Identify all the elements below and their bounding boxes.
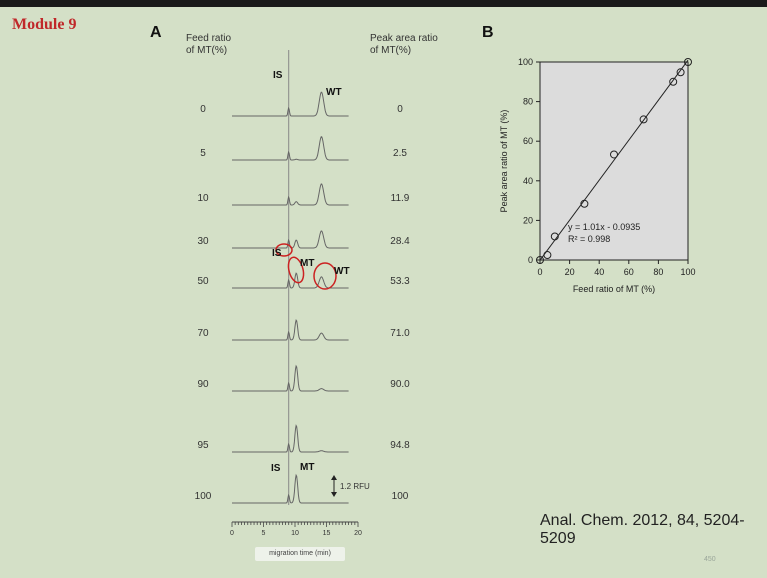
y-axis-label: Peak area ratio of MT (%) bbox=[499, 110, 509, 213]
peak-area-value: 90.0 bbox=[390, 379, 410, 390]
x-tick-label: 40 bbox=[594, 267, 604, 277]
time-tick-label: 0 bbox=[230, 530, 234, 537]
top-bar bbox=[0, 0, 767, 7]
feed-ratio-value: 10 bbox=[197, 193, 209, 204]
time-tick-label: 15 bbox=[322, 530, 331, 537]
page-number: 450 bbox=[704, 556, 716, 563]
mt-label-bottom: MT bbox=[300, 462, 315, 473]
x-tick-label: 100 bbox=[680, 267, 695, 277]
rfu-arrow-up bbox=[331, 475, 337, 480]
y-tick-label: 100 bbox=[518, 57, 533, 67]
data-point bbox=[550, 232, 559, 241]
rfu-arrow-down bbox=[331, 492, 337, 497]
feed-ratio-value: 0 bbox=[200, 104, 206, 115]
feed-ratio-header: Feed ratio of MT(%) bbox=[186, 33, 231, 57]
peak-area-header: Peak area ratio of MT(%) bbox=[370, 33, 438, 57]
time-tick-label: 10 bbox=[291, 530, 299, 537]
peak-area-header-line2: of MT(%) bbox=[370, 45, 412, 56]
time-tick-label: 5 bbox=[261, 530, 266, 537]
feed-ratio-header-line2: of MT(%) bbox=[186, 45, 228, 56]
x-tick-label: 0 bbox=[537, 267, 542, 277]
peak-area-value: 11.9 bbox=[390, 193, 410, 204]
feed-ratio-value: 100 bbox=[194, 491, 212, 502]
peak-area-value: 28.4 bbox=[390, 236, 410, 247]
y-tick-label: 0 bbox=[528, 255, 533, 265]
y-tick-label: 60 bbox=[523, 136, 533, 146]
feed-ratio-value: 95 bbox=[197, 440, 209, 451]
electropherogram-trace bbox=[232, 319, 349, 341]
electropherogram-trace bbox=[232, 230, 349, 249]
feed-ratio-value: 90 bbox=[197, 379, 209, 390]
x-tick-label: 60 bbox=[624, 267, 634, 277]
data-point bbox=[669, 77, 678, 86]
feed-ratio-value: 5 bbox=[200, 148, 206, 159]
data-point bbox=[639, 115, 648, 124]
peak-area-header-line1: Peak area ratio bbox=[370, 33, 438, 44]
data-point bbox=[543, 251, 552, 260]
time-tick-label: 20 bbox=[354, 530, 362, 537]
migration-time-label: migration time (min) bbox=[255, 547, 345, 561]
peak-area-value: 0 bbox=[397, 104, 403, 115]
x-tick-label: 20 bbox=[565, 267, 575, 277]
electropherogram-trace bbox=[232, 424, 349, 453]
regression-line bbox=[539, 59, 689, 261]
is-label-mid: IS bbox=[272, 248, 282, 259]
electropherogram-trace bbox=[232, 364, 349, 392]
x-tick-label: 80 bbox=[653, 267, 663, 277]
peak-area-value: 2.5 bbox=[393, 148, 407, 159]
peak-area-value: 94.8 bbox=[390, 440, 410, 451]
wt-label-top: WT bbox=[326, 87, 342, 98]
mt-label-mid: MT bbox=[300, 258, 315, 269]
feed-ratio-value: 30 bbox=[197, 236, 209, 247]
y-tick-label: 20 bbox=[523, 215, 533, 225]
feed-ratio-header-line1: Feed ratio bbox=[186, 33, 232, 44]
wt-label-mid: WT bbox=[334, 266, 350, 277]
peak-area-value: 53.3 bbox=[390, 276, 410, 287]
peak-area-value: 71.0 bbox=[390, 328, 410, 339]
panel-b-letter: B bbox=[482, 24, 494, 41]
y-tick-label: 40 bbox=[523, 176, 533, 186]
module-label: Module 9 bbox=[12, 16, 77, 33]
is-label-top: IS bbox=[273, 70, 283, 81]
electropherogram-trace bbox=[232, 272, 349, 289]
data-point bbox=[580, 199, 589, 208]
y-tick-label: 80 bbox=[523, 97, 533, 107]
data-point bbox=[676, 68, 685, 77]
panel-a-letter: A bbox=[150, 24, 162, 41]
electropherogram-trace bbox=[232, 136, 349, 161]
data-point bbox=[536, 256, 544, 264]
electropherogram-trace bbox=[232, 183, 349, 206]
x-axis-label: Feed ratio of MT (%) bbox=[573, 284, 655, 294]
citation: Anal. Chem. 2012, 84, 5204-5209 bbox=[540, 512, 745, 547]
peak-area-value: 100 bbox=[391, 491, 409, 502]
regression-equation: y = 1.01x - 0.0935 bbox=[568, 222, 640, 232]
data-point bbox=[684, 58, 692, 66]
electropherogram-trace bbox=[232, 473, 349, 504]
r-squared: R² = 0.998 bbox=[568, 234, 610, 244]
calibration-scatter-chart: 0 20 40 60 80 100 0 20 40 60 80 100 y = 1.01x - 0.09… bbox=[499, 57, 696, 294]
is-label-bottom: IS bbox=[271, 463, 281, 474]
feed-ratio-value: 70 bbox=[197, 328, 209, 339]
wt-annotation-circle bbox=[313, 262, 337, 290]
feed-ratio-value: 50 bbox=[197, 276, 209, 287]
rfu-scale-label: 1.2 RFU bbox=[340, 482, 370, 491]
data-point bbox=[610, 150, 618, 159]
